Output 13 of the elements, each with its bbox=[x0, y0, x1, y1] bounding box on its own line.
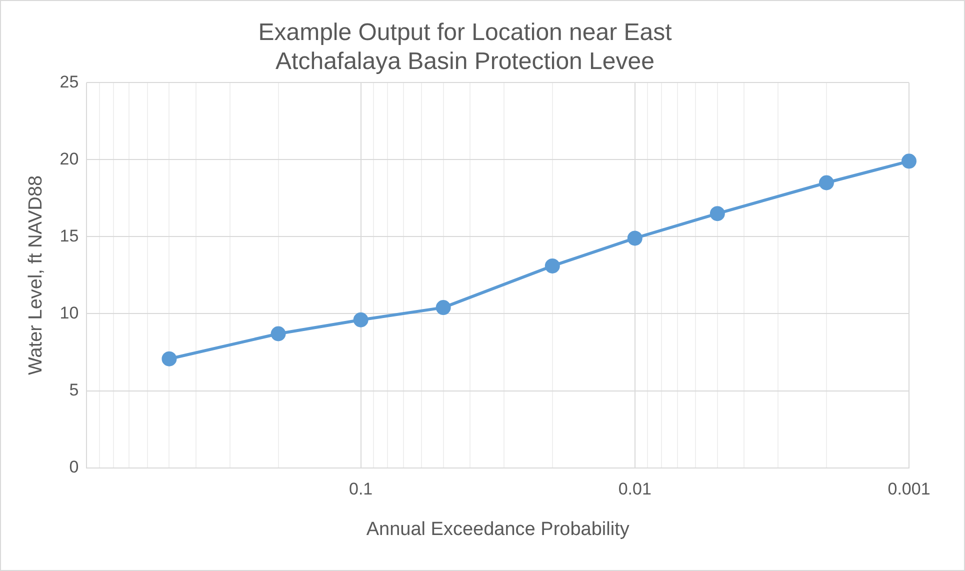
y-tick-label: 5 bbox=[69, 380, 79, 400]
y-tick-label: 10 bbox=[60, 303, 79, 322]
text: Example Output for Location near East bbox=[258, 19, 672, 46]
y-tick-label: 20 bbox=[60, 149, 79, 168]
y-axis-title: Water Level, ft NAVD88 bbox=[26, 175, 47, 375]
text: Atchafalaya Basin Protection Levee bbox=[276, 48, 654, 75]
y-tick-label: 0 bbox=[69, 457, 79, 476]
x-tick-label: 0.01 bbox=[618, 480, 652, 499]
x-tick-label: 0.001 bbox=[888, 480, 930, 499]
y-tick-label: 25 bbox=[60, 72, 79, 92]
x-axis-title: Annual Exceedance Probability bbox=[366, 518, 630, 540]
x-tick-label: 0.1 bbox=[348, 480, 373, 499]
y-tick-label: 15 bbox=[60, 226, 79, 246]
